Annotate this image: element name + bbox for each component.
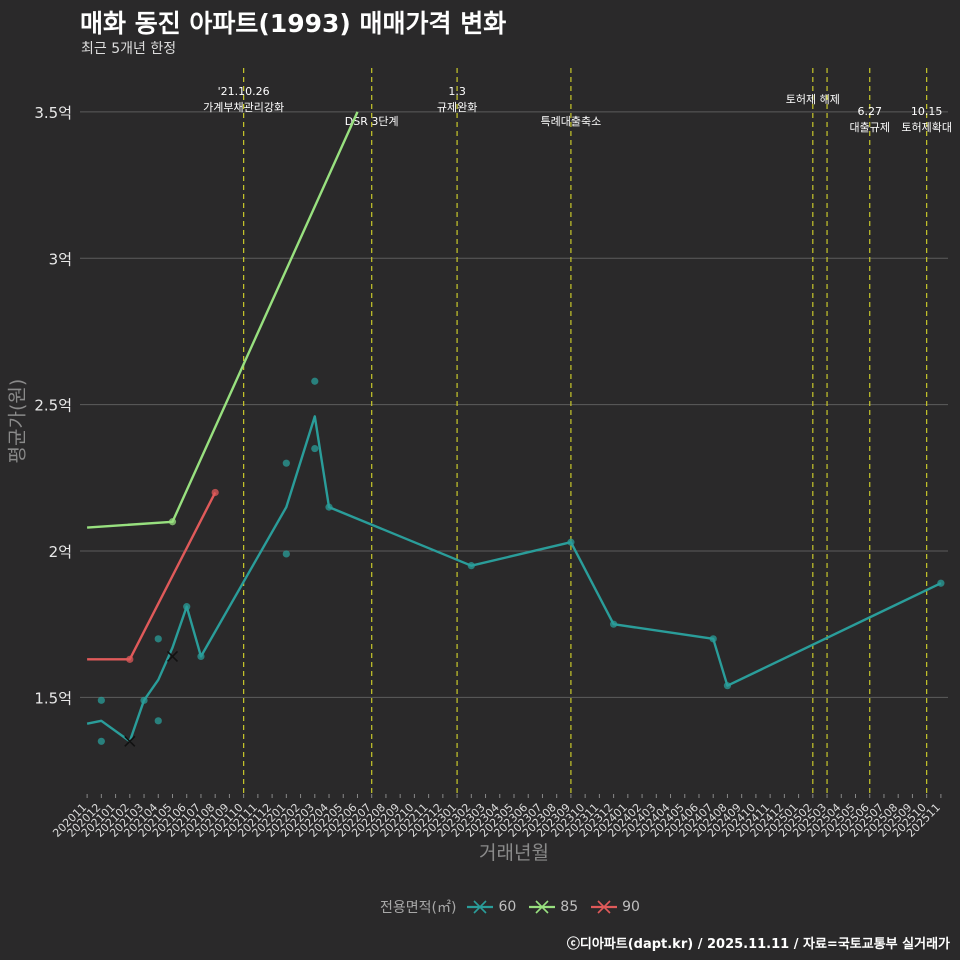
legend-item-90: 90 <box>590 896 640 918</box>
legend-label-60: 60 <box>498 899 517 915</box>
data-point-60-15 <box>709 635 717 643</box>
event-label-7-1: 토허제확대 <box>901 121 952 134</box>
data-point-60-0 <box>97 696 105 704</box>
event-label-7-0: 10.15 <box>911 105 943 118</box>
data-point-60-7 <box>282 459 290 467</box>
event-label-6-0: 6.27 <box>857 105 882 118</box>
data-point-60-13 <box>567 538 575 546</box>
event-label-6-1: 대출규제 <box>849 121 889 134</box>
event-label-1-0: DSR 3단계 <box>345 115 399 128</box>
legend-key-60 <box>467 900 494 914</box>
legend: 전용면적(㎡) 60 85 90 <box>380 896 652 918</box>
data-point-60-10 <box>311 444 319 453</box>
event-label-0-0: '21.10.26 <box>218 85 270 98</box>
event-label-4-0: 토허제 해제 <box>786 92 840 106</box>
event-label-2-1: 규제완화 <box>437 101 477 114</box>
event-label-3-0: 특례대출축소 <box>541 115 602 128</box>
data-point-60-11 <box>325 503 333 511</box>
data-point-60-9 <box>311 377 319 385</box>
legend-label-90: 90 <box>622 899 640 915</box>
data-point-60-6 <box>197 652 205 661</box>
event-label-2-0: 1.3 <box>448 85 466 98</box>
x-axis-label: 거래년월 <box>479 842 549 864</box>
data-point-60-4 <box>154 717 162 725</box>
cancelled-marker-60-0 <box>124 735 136 747</box>
data-point-60-12 <box>467 562 475 570</box>
series-line-60 <box>86 415 942 743</box>
y-tick-label-2: 2.5억 <box>34 397 72 415</box>
y-tick-label-3: 3억 <box>49 250 72 268</box>
event-label-0-1: 가계부채관리강화 <box>203 101 284 114</box>
data-point-60-16 <box>723 682 732 690</box>
data-point-90-1 <box>211 488 219 497</box>
y-tick-label-4: 3.5억 <box>34 104 72 122</box>
legend-item-60: 60 <box>466 896 516 918</box>
cancelled-marker-60-1 <box>166 650 179 662</box>
y-axis-label: 평균가(원) <box>6 378 29 464</box>
series-line-85 <box>87 111 359 529</box>
chart-title: 매화 동진 아파트(1993) 매매가격 변화 <box>80 9 507 38</box>
legend-label-85: 85 <box>560 899 579 915</box>
data-point-85-0 <box>168 518 177 526</box>
y-tick-label-0: 1.5억 <box>34 689 72 707</box>
series-line-90 <box>87 491 217 661</box>
data-point-60-2 <box>140 696 148 704</box>
data-point-60-8 <box>282 550 290 558</box>
y-tick-label-1: 2억 <box>49 543 72 561</box>
legend-item-85: 85 <box>528 896 578 918</box>
data-point-60-5 <box>183 603 191 611</box>
legend-title: 전용면적(㎡) <box>380 900 457 916</box>
legend-key-85 <box>529 900 556 914</box>
chart-subtitle: 최근 5개년 한정 <box>81 41 177 57</box>
source-caption: ⓒ디아파트(dapt.kr) / 2025.11.11 / 자료=국토교통부 실… <box>566 937 950 952</box>
data-point-60-3 <box>154 635 162 643</box>
data-point-90-0 <box>126 655 134 663</box>
data-point-60-1 <box>97 737 105 745</box>
legend-key-90 <box>591 900 618 914</box>
data-point-60-14 <box>610 620 618 628</box>
data-point-60-17 <box>937 579 945 587</box>
